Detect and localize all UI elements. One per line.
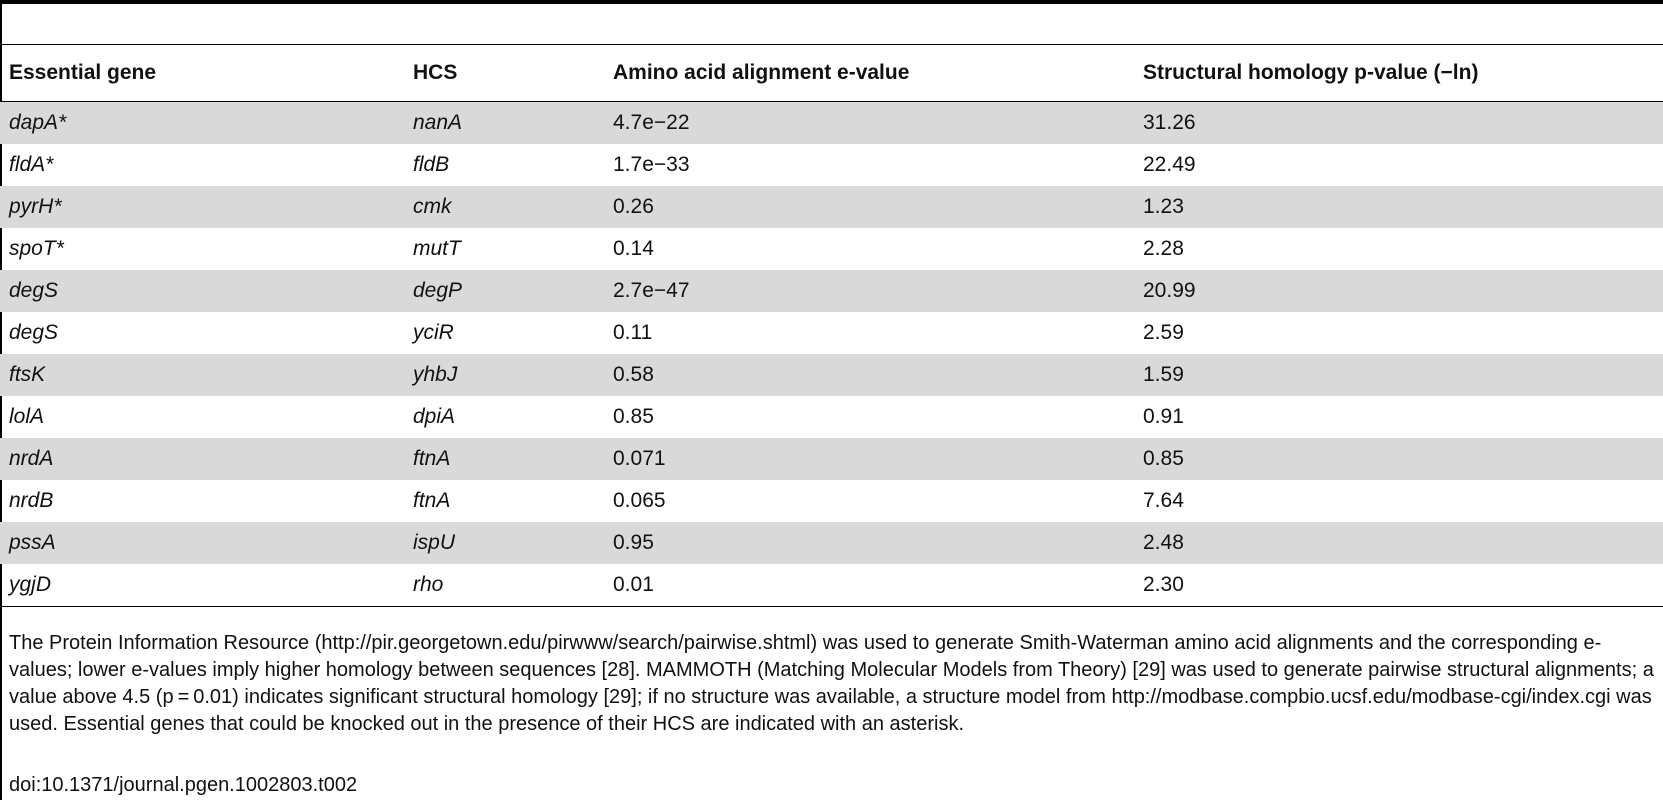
cell-hcs: fldB [413, 153, 450, 176]
table-header: Essential gene HCS Amino acid alignment … [0, 44, 1663, 102]
table-row: dapA* nanA 4.7e−22 31.26 [0, 101, 1663, 144]
cell-essential-gene: fldA* [9, 153, 54, 176]
cell-pvalue: 1.59 [1134, 354, 1663, 396]
cell-hcs: ftnA [404, 438, 604, 480]
cell-evalue: 0.14 [613, 237, 654, 260]
table-row: spoT* mutT 0.14 2.28 [0, 228, 1663, 270]
cell-hcs: degP [404, 270, 604, 312]
cell-essential-gene: nrdB [9, 489, 54, 512]
cell-essential-gene: pyrH* [0, 186, 404, 228]
table-row: degS degP 2.7e−47 20.99 [0, 270, 1663, 312]
cell-pvalue: 22.49 [1143, 153, 1196, 176]
cell-evalue: 0.065 [613, 489, 666, 512]
cell-pvalue: 7.64 [1143, 489, 1184, 512]
table-row: nrdA ftnA 0.071 0.85 [0, 438, 1663, 480]
table-row: fldA* fldB 1.7e−33 22.49 [0, 144, 1663, 186]
left-rule [0, 0, 2, 800]
cell-evalue: 0.11 [613, 321, 653, 344]
header-alignment-evalue: Amino acid alignment e-value [604, 44, 1134, 102]
cell-evalue: 0.95 [604, 522, 1134, 564]
cell-essential-gene: ygjD [0, 564, 404, 607]
table-container: Essential gene HCS Amino acid alignment … [0, 44, 1663, 607]
header-hcs: HCS [404, 44, 604, 102]
header-row: Essential gene HCS Amino acid alignment … [0, 44, 1663, 102]
cell-pvalue: 1.23 [1134, 186, 1663, 228]
header-essential-gene: Essential gene [0, 44, 404, 102]
cell-pvalue: 0.91 [1143, 405, 1184, 428]
cell-essential-gene: dapA* [0, 101, 404, 144]
cell-evalue: 0.26 [604, 186, 1134, 228]
table-row: pssA ispU 0.95 2.48 [0, 522, 1663, 564]
table-row: ftsK yhbJ 0.58 1.59 [0, 354, 1663, 396]
cell-essential-gene: degS [9, 321, 59, 344]
cell-essential-gene: lolA [9, 405, 45, 428]
cell-hcs: dpiA [413, 405, 456, 428]
table-body: dapA* nanA 4.7e−22 31.26 fldA* fldB 1.7e… [0, 101, 1663, 607]
table-row: ygjD rho 0.01 2.30 [0, 564, 1663, 607]
doi-label: doi:10.1371/journal.pgen.1002803.t002 [9, 774, 358, 796]
cell-pvalue: 20.99 [1134, 270, 1663, 312]
cell-hcs: cmk [404, 186, 604, 228]
cell-pvalue: 2.59 [1143, 321, 1184, 344]
cell-hcs: nanA [404, 101, 604, 144]
table-row: nrdB ftnA 0.065 7.64 [0, 480, 1663, 522]
table-footnote: The Protein Information Resource (http:/… [9, 632, 1654, 735]
cell-evalue: 0.01 [604, 564, 1134, 607]
cell-essential-gene: ftsK [0, 354, 404, 396]
cell-pvalue: 2.30 [1134, 564, 1663, 607]
homology-table: Essential gene HCS Amino acid alignment … [0, 44, 1663, 607]
cell-pvalue: 31.26 [1134, 101, 1663, 144]
table-row: pyrH* cmk 0.26 1.23 [0, 186, 1663, 228]
table-row: lolA dpiA 0.85 0.91 [0, 396, 1663, 438]
cell-evalue: 0.58 [604, 354, 1134, 396]
cell-evalue: 1.7e−33 [613, 153, 690, 176]
cell-essential-gene: pssA [0, 522, 404, 564]
cell-essential-gene: nrdA [0, 438, 404, 480]
cell-evalue: 2.7e−47 [604, 270, 1134, 312]
cell-evalue: 0.85 [613, 405, 654, 428]
cell-hcs: ftnA [413, 489, 451, 512]
cell-essential-gene: spoT* [9, 237, 64, 260]
header-structural-pvalue: Structural homology p-value (−ln) [1134, 44, 1663, 102]
cell-evalue: 0.071 [604, 438, 1134, 480]
cell-hcs: mutT [413, 237, 461, 260]
table-row: degS yciR 0.11 2.59 [0, 312, 1663, 354]
cell-pvalue: 2.48 [1134, 522, 1663, 564]
cell-hcs: ispU [404, 522, 604, 564]
cell-essential-gene: degS [0, 270, 404, 312]
cell-hcs: yhbJ [404, 354, 604, 396]
cell-pvalue: 2.28 [1143, 237, 1184, 260]
cell-pvalue: 0.85 [1134, 438, 1663, 480]
cell-evalue: 4.7e−22 [604, 101, 1134, 144]
cell-hcs: rho [404, 564, 604, 607]
top-rule [0, 0, 1663, 4]
cell-hcs: yciR [413, 321, 454, 344]
